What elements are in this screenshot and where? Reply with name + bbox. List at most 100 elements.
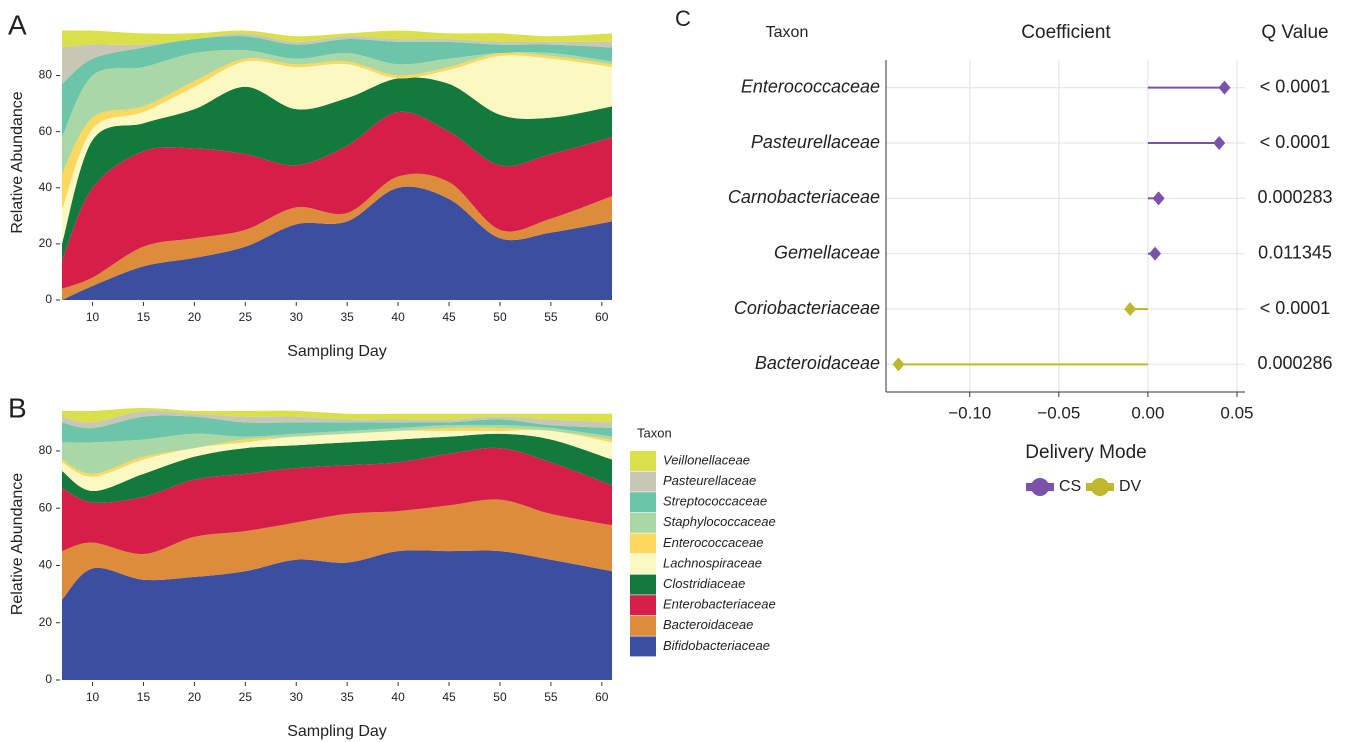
x-tick-label: 40 [391,690,405,704]
legend-label: Bacteroidaceae [663,617,753,632]
legend-label: Veillonellaceae [663,452,750,467]
x-tick-label: 10 [86,310,100,324]
panel-label: B [8,392,27,423]
legend-swatch [630,615,656,636]
lollipop-head [1213,136,1226,150]
legend-title: Taxon [637,425,672,440]
q-value: < 0.0001 [1260,298,1331,318]
legend-marker [1091,478,1109,496]
y-tick-label: 20 [39,236,53,250]
x-axis-label: Sampling Day [287,723,387,740]
y-tick-label: 0 [45,672,52,686]
x-tick-label: 45 [442,690,456,704]
x-tick-label: 30 [290,690,304,704]
column-header: Q Value [1261,22,1328,43]
area [62,186,612,300]
area [62,415,612,443]
y-tick-label: 60 [39,124,53,138]
x-tick-label: 20 [188,310,202,324]
panel-label: C [675,6,691,31]
area [62,499,612,600]
y-tick-label: 20 [39,615,53,629]
legend-label: Enterococcaceae [663,535,763,550]
x-tick-label: 60 [595,690,609,704]
legend-title: Delivery Mode [1025,442,1146,463]
y-axis-label: Relative Abundance [9,91,26,233]
legend-label: Pasteurellaceae [663,473,756,488]
legend-label: Staphylococcaceae [663,514,776,529]
x-tick-label: 45 [442,310,456,324]
legend-swatch [630,595,656,616]
x-tick-label: 0.05 [1220,403,1253,422]
x-tick-label: −0.05 [1037,403,1080,422]
y-tick-label: Carnobacteriaceae [728,187,880,207]
x-tick-label: 0.00 [1131,403,1164,422]
lollipop-head [1124,302,1137,316]
x-tick-label: 15 [137,310,151,324]
column-header: Coefficient [1021,22,1111,43]
q-value: < 0.0001 [1260,132,1331,152]
q-value: < 0.0001 [1260,76,1331,96]
x-tick-label: 40 [391,310,405,324]
y-tick-label: 80 [39,443,53,457]
legend-swatch [630,533,656,554]
y-tick-label: Enterococcaceae [741,76,880,96]
area [62,77,612,261]
legend-marker [1031,478,1049,496]
y-tick-label: Coriobacteriaceae [734,298,880,318]
x-tick-label: 30 [290,310,304,324]
area [62,447,612,555]
legend-label: Clostridiaceae [663,576,745,591]
lollipop-head [1218,80,1231,95]
x-tick-label: 25 [239,690,253,704]
y-tick-label: 80 [39,68,53,82]
lollipop-head [1152,191,1165,206]
legend-swatch [630,451,656,471]
legend-label: Lachnospiraceae [663,555,762,570]
x-tick-label: 55 [544,310,558,324]
legend-label: DV [1119,478,1142,495]
lollipop-head [1149,246,1162,261]
column-header: Taxon [766,24,809,41]
lollipop-head [892,357,905,372]
y-tick-label: Pasteurellaceae [751,132,880,152]
area [62,550,612,680]
x-tick-label: 10 [86,690,100,704]
area [62,35,612,138]
x-tick-label: 35 [341,690,355,704]
q-value: 0.011345 [1258,242,1332,262]
area [62,111,612,289]
legend-swatch [630,471,656,492]
x-tick-label: 50 [493,310,507,324]
y-tick-label: Gemellaceae [774,242,880,262]
legend-swatch [630,636,656,657]
q-value: 0.000283 [1257,187,1332,207]
y-tick-label: 40 [39,180,53,194]
legend-swatch [630,554,656,574]
x-axis-label: Sampling Day [287,343,387,360]
legend-swatch [630,512,656,533]
y-tick-label: 60 [39,500,53,514]
area [62,430,612,492]
panel-label: A [8,9,27,40]
x-tick-label: 50 [493,690,507,704]
y-axis-label: Relative Abundance [9,473,26,615]
y-tick-label: 0 [45,292,52,306]
area [62,433,612,503]
x-tick-label: 15 [137,690,151,704]
legend-swatch [630,574,656,595]
legend-swatch [630,492,656,513]
x-tick-label: 60 [595,310,609,324]
x-tick-label: 20 [188,690,202,704]
x-tick-label: 35 [341,310,355,324]
area [62,408,612,423]
legend-label: Enterobacteriaceae [663,597,776,612]
q-value: 0.000286 [1257,353,1332,373]
legend-label: CS [1059,478,1081,495]
area [62,427,612,477]
y-tick-label: Bacteroidaceae [755,353,880,373]
x-tick-label: −0.10 [948,403,991,422]
y-tick-label: 40 [39,558,53,572]
area [62,410,612,429]
